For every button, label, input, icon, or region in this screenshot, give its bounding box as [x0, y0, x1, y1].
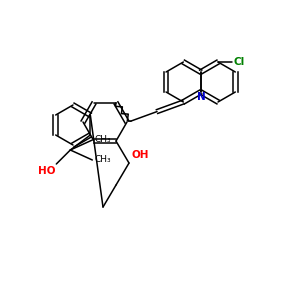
Text: CH₃: CH₃ — [94, 155, 111, 164]
Text: CH₃: CH₃ — [94, 136, 111, 145]
Text: N: N — [197, 92, 206, 102]
Text: OH: OH — [132, 150, 149, 160]
Text: HO: HO — [38, 166, 55, 176]
Text: Cl: Cl — [234, 57, 245, 67]
